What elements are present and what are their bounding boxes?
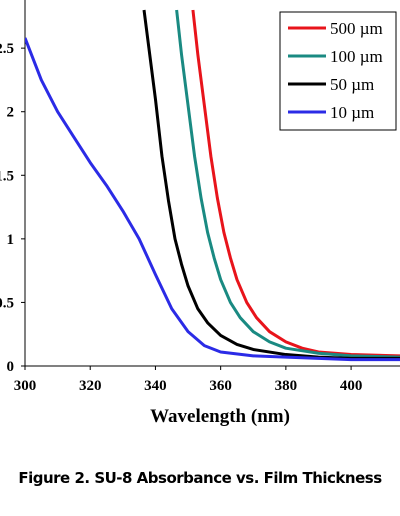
y-tick-label: 1 — [7, 232, 15, 248]
y-tick-label: 2.5 — [0, 41, 14, 57]
legend-label: 100 µm — [330, 47, 383, 66]
series-line — [142, 9, 400, 360]
legend-label: 10 µm — [330, 103, 374, 122]
y-tick-label: 0.5 — [0, 295, 14, 311]
legend-box — [279, 11, 397, 131]
x-tick-label: 300 — [14, 378, 37, 394]
legend-label: 500 µm — [330, 19, 383, 38]
plot-area — [25, 9, 400, 362]
figure-caption: Figure 2. SU-8 Absorbance vs. Film Thick… — [18, 469, 382, 487]
x-tick-label: 360 — [209, 378, 232, 394]
x-axis-label: Wavelength (nm) — [150, 406, 290, 427]
x-tick-label: 320 — [79, 378, 102, 394]
y-tick-label: 0 — [7, 359, 15, 375]
series-line — [25, 37, 400, 362]
legend-label: 50 µm — [330, 75, 374, 94]
y-tick-label: 2 — [7, 105, 15, 121]
series-line — [191, 9, 400, 358]
x-tick-label: 380 — [275, 378, 298, 394]
x-tick-label: 340 — [144, 378, 167, 394]
y-tick-label: 1.5 — [0, 168, 14, 184]
x-tick-label: 400 — [340, 378, 363, 394]
series-line — [175, 9, 400, 359]
